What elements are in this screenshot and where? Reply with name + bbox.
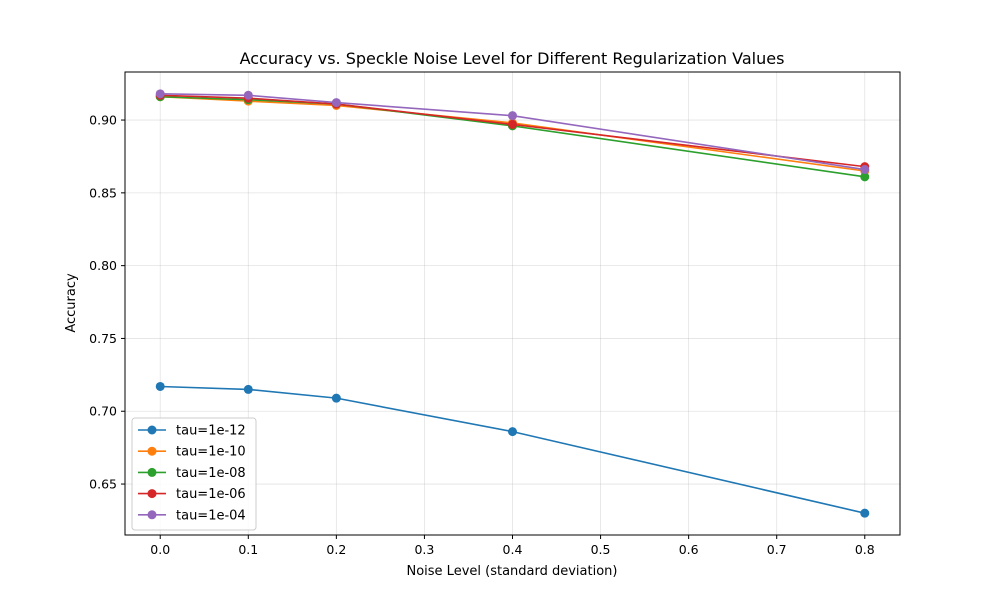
y-tick-label: 0.75 (89, 331, 117, 346)
data-point (331, 98, 341, 108)
grid-lines (125, 72, 900, 535)
y-tick-label: 0.70 (89, 404, 117, 419)
data-point (243, 384, 253, 394)
data-point (860, 508, 870, 518)
x-tick-label: 0.2 (326, 542, 346, 557)
legend-marker (147, 510, 157, 520)
legend-label: tau=1e-10 (176, 445, 246, 460)
legend-item: tau=1e-08 (138, 466, 246, 481)
legend-box (131, 417, 257, 531)
x-tick-label: 0.4 (503, 542, 523, 557)
x-tick-label: 0.6 (679, 542, 699, 557)
legend-marker (147, 467, 157, 477)
legend-item: tau=1e-12 (138, 424, 246, 439)
legend-marker (147, 425, 157, 435)
y-axis: 0.65 0.70 0.75 0.80 0.85 0.90 (89, 113, 125, 492)
legend-label: tau=1e-04 (176, 508, 246, 523)
series-tau=1e-12 (155, 381, 870, 518)
x-tick-label: 0.3 (414, 542, 434, 557)
x-tick-label: 0.5 (591, 542, 611, 557)
chart-title: Accuracy vs. Speckle Noise Level for Dif… (240, 49, 785, 68)
legend-marker (147, 446, 157, 456)
data-point (155, 89, 165, 99)
y-tick-label: 0.90 (89, 113, 117, 128)
data-point (155, 381, 165, 391)
x-tick-label: 0.8 (855, 542, 875, 557)
series-tau=1e-04 (155, 89, 870, 175)
y-axis-label: Accuracy (64, 273, 79, 333)
x-tick-label: 0.7 (767, 542, 787, 557)
x-tick-label: 0.1 (238, 542, 258, 557)
data-point (508, 119, 517, 129)
series-group (155, 89, 870, 518)
data-point (331, 393, 341, 403)
x-axis: 0.0 0.1 0.2 0.3 0.4 0.5 0.6 0.7 0.8 (150, 535, 875, 557)
legend-item: tau=1e-10 (138, 445, 246, 460)
legend-item: tau=1e-04 (138, 508, 246, 523)
legend-label: tau=1e-08 (176, 466, 246, 481)
legend: tau=1e-12 tau=1e-10 tau=1e-08 tau=1e-06 tau=… (131, 417, 257, 531)
data-point (243, 90, 253, 100)
legend-label: tau=1e-12 (176, 424, 246, 439)
data-point (860, 172, 870, 182)
data-point (860, 165, 870, 175)
y-tick-label: 0.85 (89, 185, 117, 200)
y-tick-label: 0.80 (89, 258, 117, 273)
data-point (508, 427, 517, 437)
legend-item: tau=1e-06 (138, 487, 246, 502)
legend-marker (147, 489, 157, 499)
data-point (508, 111, 517, 121)
x-axis-label: Noise Level (standard deviation) (406, 564, 617, 579)
legend-label: tau=1e-06 (176, 487, 246, 502)
x-tick-label: 0.0 (150, 542, 170, 557)
y-tick-label: 0.65 (89, 477, 117, 492)
